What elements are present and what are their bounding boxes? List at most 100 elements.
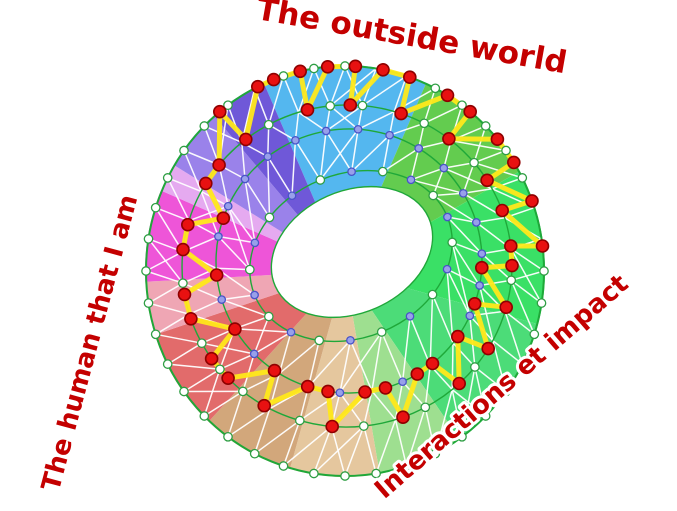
mesh-line: [423, 104, 463, 125]
graph-node: [427, 289, 438, 300]
mesh-line: [267, 123, 297, 142]
mesh-line: [478, 284, 494, 342]
graph-node: [162, 359, 173, 369]
graph-node: [536, 298, 547, 308]
mesh-line: [227, 390, 244, 438]
mesh-line: [462, 188, 493, 195]
graph-node: [358, 421, 369, 431]
mesh-line: [313, 425, 333, 475]
highlighted-node: [506, 155, 521, 170]
highlighted-node: [320, 60, 335, 74]
mesh-line: [182, 282, 223, 301]
graph-node: [419, 118, 430, 129]
graph-node: [430, 448, 441, 459]
mesh-line: [474, 366, 487, 417]
graph-node: [264, 212, 275, 223]
highlighted-node: [300, 103, 315, 117]
mesh-line: [363, 390, 373, 427]
mesh-line: [349, 339, 373, 392]
graph-node: [223, 201, 233, 211]
mesh-line: [393, 75, 408, 113]
mesh-line: [313, 425, 365, 475]
highlighted-node: [209, 268, 224, 282]
graph-node: [501, 386, 511, 397]
mesh-line: [446, 216, 478, 224]
graph-node: [294, 415, 305, 426]
mesh-line: [350, 128, 359, 173]
mesh-line: [429, 293, 434, 367]
label-human-that-i-am: The human that I am: [36, 192, 144, 495]
mesh-line: [504, 310, 524, 365]
graph-node: [480, 121, 491, 131]
mesh-line: [325, 104, 364, 132]
mesh-line: [203, 125, 220, 166]
highlighted-node: [300, 379, 315, 394]
mesh-line: [410, 179, 465, 195]
mesh-line: [424, 364, 431, 409]
highlighted-node: [221, 371, 235, 386]
highlighted-node: [250, 79, 265, 94]
graph-node: [250, 290, 259, 300]
mesh-line: [291, 139, 297, 197]
graph-node: [439, 163, 449, 173]
graph-node: [517, 359, 528, 369]
mesh-line: [380, 331, 404, 383]
graph-node: [428, 190, 439, 201]
mesh-line: [473, 125, 487, 164]
graph-node: [457, 100, 467, 111]
graph-node: [179, 386, 189, 397]
graph-node: [278, 461, 289, 471]
graph-node: [199, 411, 210, 421]
mesh-line: [510, 248, 543, 304]
highlighted-node: [378, 381, 393, 395]
highlighted-node: [199, 176, 213, 191]
highlighted-node: [213, 104, 227, 119]
graph-node: [315, 175, 326, 185]
mesh-line: [220, 294, 256, 301]
highlighted-node: [474, 260, 489, 275]
highlighted-node: [204, 351, 219, 366]
highlighted-node: [503, 239, 518, 253]
highlighted-node: [348, 59, 363, 74]
graph-node: [385, 130, 394, 140]
graph-node: [162, 173, 173, 183]
mesh-line: [409, 315, 431, 367]
graph-node: [457, 431, 467, 442]
graph-node: [471, 218, 481, 227]
highlighted-node: [499, 300, 514, 315]
graph-node: [346, 335, 355, 345]
mesh-line: [244, 178, 256, 244]
highlighted-node: [463, 104, 478, 119]
graph-node: [357, 100, 368, 111]
graph-node: [179, 145, 189, 156]
graph-node: [309, 63, 319, 74]
mesh-line: [282, 75, 300, 114]
graph-node: [287, 191, 297, 201]
graph-node: [539, 266, 549, 276]
mesh-line: [217, 235, 256, 244]
mesh-line: [145, 270, 184, 284]
mesh-line: [166, 342, 203, 365]
graph-node: [465, 311, 475, 321]
mesh-line: [382, 147, 420, 173]
mesh-line: [325, 130, 353, 173]
mesh-line: [446, 268, 454, 344]
mesh-line: [294, 139, 322, 181]
mesh-line: [201, 342, 255, 355]
mesh-line: [319, 128, 359, 181]
mesh-line: [282, 425, 333, 467]
mesh-line: [299, 391, 341, 422]
graph-node: [506, 275, 517, 286]
highlighted-node: [452, 376, 467, 391]
mesh-line: [432, 194, 478, 224]
graph-node: [475, 281, 484, 290]
graph-node: [529, 329, 540, 340]
mesh-line: [227, 407, 271, 438]
mesh-line: [166, 177, 190, 222]
highlighted-node: [505, 258, 519, 273]
mesh-line: [282, 419, 301, 467]
highlighted-node: [450, 329, 465, 344]
mesh-line: [394, 380, 404, 421]
highlighted-node: [358, 385, 372, 399]
